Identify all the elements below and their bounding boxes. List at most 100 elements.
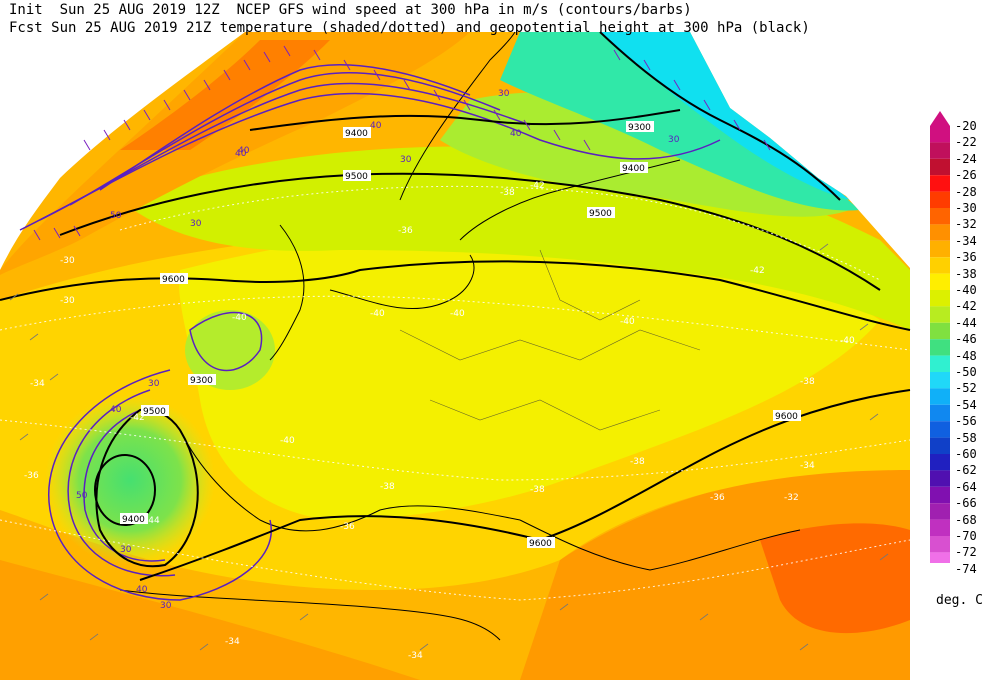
legend-label: -74 xyxy=(955,561,977,576)
wind-contours xyxy=(19,64,721,601)
legend-label: -72 xyxy=(955,545,977,560)
wind-label-9: 30 xyxy=(120,545,132,555)
hgt-9600-north xyxy=(0,260,911,331)
hgt-label-bg-0 xyxy=(188,374,216,385)
hgt-9400-cutoff xyxy=(94,454,156,526)
legend-swatch xyxy=(930,404,950,422)
legend-label: -32 xyxy=(955,217,977,232)
legend-swatch xyxy=(930,355,950,372)
wind-label-4: 40 xyxy=(370,121,382,131)
legend-swatch xyxy=(930,486,950,504)
hgt-label-bg-8 xyxy=(620,162,648,173)
coast-mediterranean xyxy=(519,519,801,571)
legend-label: -46 xyxy=(955,332,977,347)
temp-label-24: -36 xyxy=(24,471,39,481)
legend-label: -70 xyxy=(955,529,977,543)
temp-label-4: -40 xyxy=(232,313,247,323)
height-labels: 9400 9500 9600 9400 9500 9600 9300 9400 … xyxy=(120,121,801,549)
chart-header: Init Sun 25 AUG 2019 12Z NCEP GFS wind s… xyxy=(9,1,810,37)
temp-label-20: -44 xyxy=(145,516,160,526)
header-line-1: Init Sun 25 AUG 2019 12Z NCEP GFS wind s… xyxy=(9,1,810,19)
legend-label: -22 xyxy=(955,135,977,150)
legend-swatch xyxy=(930,273,950,290)
coast-iberia-france xyxy=(179,429,521,532)
temperature-contours xyxy=(0,185,911,601)
legend-label: -44 xyxy=(955,315,977,330)
borders-central xyxy=(399,329,701,361)
temp-label-1: -34 xyxy=(30,379,45,389)
coast-north-sea xyxy=(329,254,475,310)
wind-label-12: 30 xyxy=(160,601,172,611)
legend-swatch xyxy=(930,306,950,323)
legend-swatch xyxy=(930,158,950,176)
temp-label-10: -38 xyxy=(380,482,395,492)
legend-label: -66 xyxy=(955,496,977,511)
legend-label: -68 xyxy=(955,512,977,527)
legend-label: -36 xyxy=(955,250,977,265)
legend-label: -30 xyxy=(955,201,977,215)
legend-label: -52 xyxy=(955,381,977,396)
legend-swatch xyxy=(930,552,950,563)
hgt-9300 xyxy=(599,31,841,201)
wind-label-3: 30 xyxy=(400,155,412,165)
legend-label: -62 xyxy=(955,463,977,478)
hgt-label-3: 9600 xyxy=(162,275,185,285)
legend-swatch xyxy=(930,142,950,159)
temp-label-22: -38 xyxy=(630,457,645,467)
legend-label: -24 xyxy=(955,151,977,166)
jet-contour-60 xyxy=(99,64,471,191)
legend-swatch xyxy=(930,339,950,356)
temp-label-14: -34 xyxy=(408,651,423,661)
cutoff-contour-30 xyxy=(48,369,273,601)
temp-contour-c xyxy=(0,519,911,601)
temp-label-5: -40 xyxy=(370,309,385,319)
hgt-label-bg-7 xyxy=(626,121,654,132)
legend-swatch xyxy=(930,372,950,389)
temp-label-9: -40 xyxy=(620,317,635,327)
hgt-label-2: 9500 xyxy=(345,172,368,182)
hgt-label-bg-9 xyxy=(587,207,615,218)
color-legend-bar xyxy=(930,111,950,563)
shade-orange-sw xyxy=(0,560,420,680)
wind-label-6: 40 xyxy=(510,129,522,139)
legend-label: -58 xyxy=(955,430,977,445)
legend-arrow xyxy=(930,111,950,126)
temp-label-8: -42 xyxy=(530,181,545,191)
wind-barbs xyxy=(9,243,889,651)
legend-swatch xyxy=(930,240,950,258)
shade-red-se xyxy=(760,523,910,634)
hgt-label-bg-1 xyxy=(343,127,371,138)
shade-green-cutoff xyxy=(45,395,215,565)
temp-label-19: -42 xyxy=(130,413,145,423)
hgt-label-5: 9500 xyxy=(143,407,166,417)
hgt-label-4: 9400 xyxy=(122,515,145,525)
shade-yellow-center xyxy=(179,225,881,520)
legend-label: -64 xyxy=(955,479,977,494)
biscay-contour xyxy=(189,311,263,372)
wind-label-2: 50 xyxy=(110,211,122,221)
legend-swatch xyxy=(930,421,950,438)
legend-label: -26 xyxy=(955,168,977,183)
jet-contour-30 xyxy=(19,92,721,231)
wind-label-8: 30 xyxy=(148,379,160,389)
shade-teal-arctic xyxy=(500,32,860,211)
temp-label-13: -34 xyxy=(800,461,815,471)
hgt-label-6: 9600 xyxy=(529,539,552,549)
coast-britain xyxy=(269,224,305,361)
temp-label-16: -30 xyxy=(60,296,75,306)
temp-label-11: -38 xyxy=(530,485,545,495)
hgt-label-bg-2 xyxy=(343,170,371,181)
hgt-label-bg-3 xyxy=(160,273,188,284)
wind-label-10: 40 xyxy=(136,585,148,595)
legend-swatch xyxy=(930,437,950,454)
hgt-label-bg-10 xyxy=(773,410,801,421)
wind-label-5: 30 xyxy=(498,89,510,99)
temp-label-21: -40 xyxy=(840,336,855,346)
legend-swatch xyxy=(930,175,950,192)
coast-north-africa xyxy=(119,589,501,641)
legend-swatch xyxy=(930,208,950,225)
cutoff-contour-40 xyxy=(67,389,176,577)
temp-label-15: -32 xyxy=(784,493,799,503)
wind-label-1: 40 xyxy=(238,146,250,156)
